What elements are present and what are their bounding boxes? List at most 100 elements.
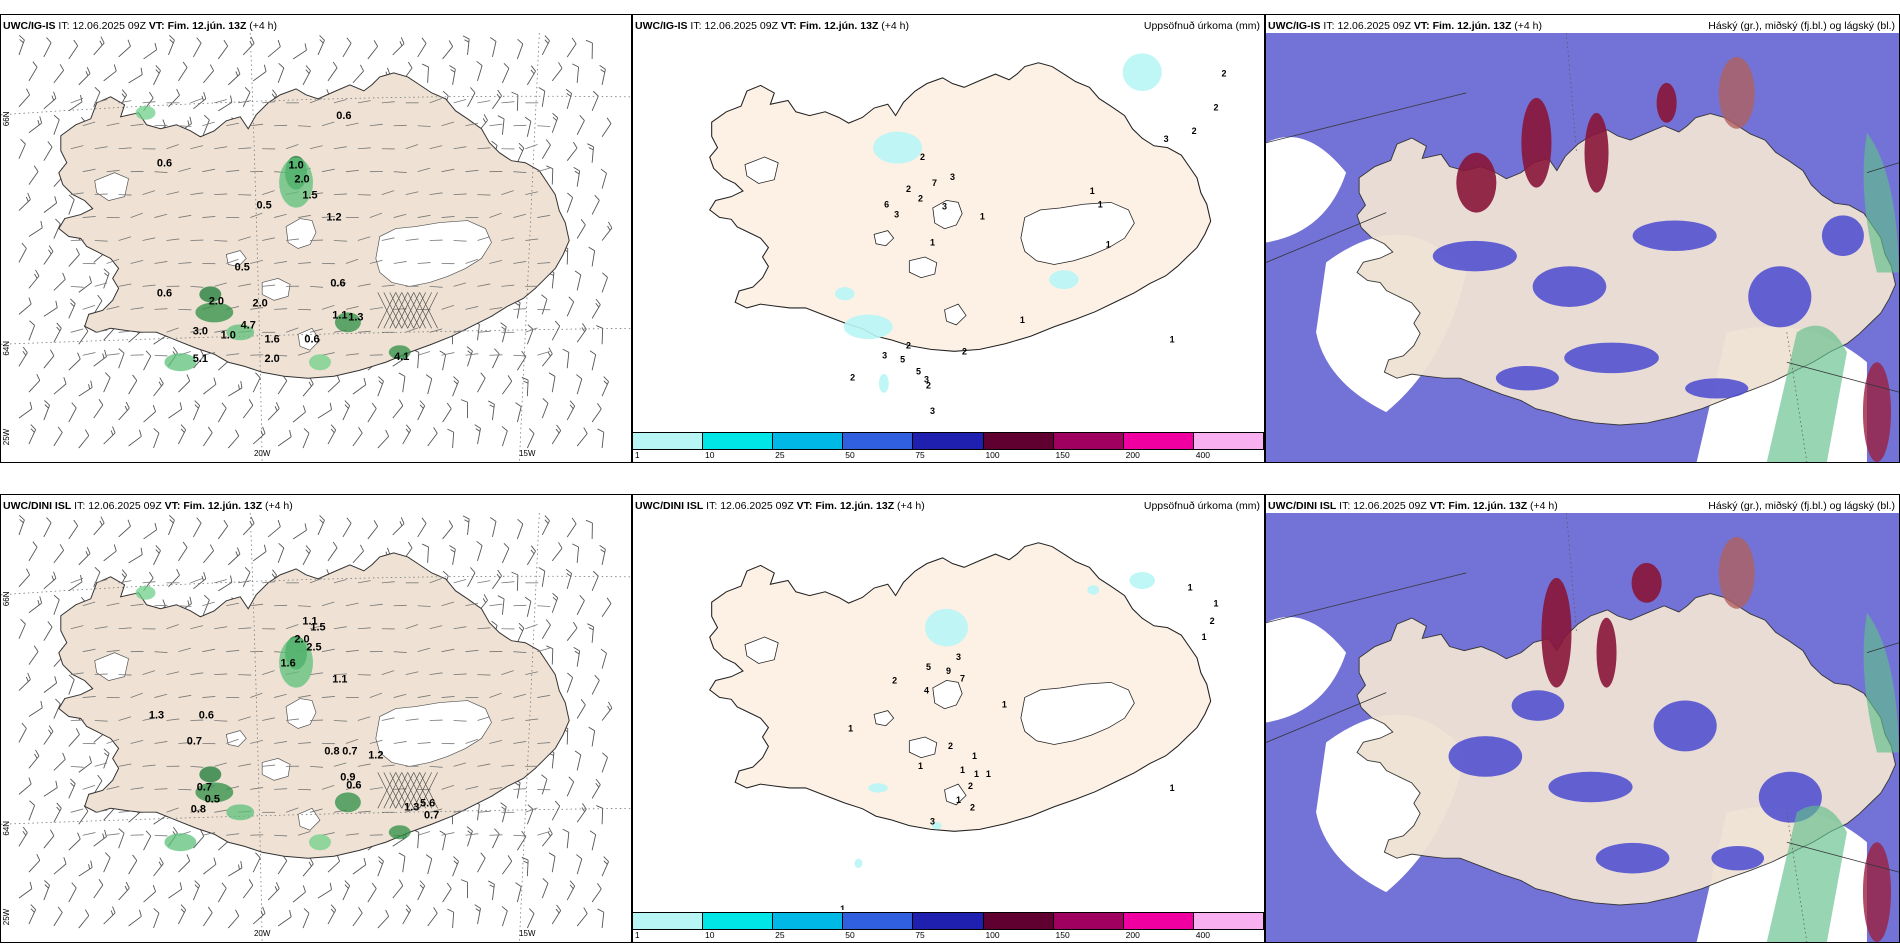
precip-value-label: 7 (960, 674, 965, 684)
precip-value-label: 1 (960, 765, 965, 775)
valid-time: Fim. 12.jún. 13Z (815, 500, 895, 512)
it-label: IT: (1339, 500, 1351, 512)
wind-value-label: 0.6 (157, 287, 172, 299)
wind-value-label: 1.1 (332, 674, 347, 686)
precip-value-label: 1 (1020, 315, 1025, 325)
colorbar-tick: 75 (915, 930, 925, 940)
axis-label-lon_25w: 25W (2, 908, 11, 925)
init-time: 12.06.2025 09Z (704, 20, 778, 32)
colorbar-tick: 150 (1055, 450, 1070, 460)
precip-value-label: 3 (930, 817, 935, 827)
precip-value-label: 1 (930, 237, 935, 247)
wind-value-label: 1.2 (326, 212, 341, 224)
wind-value-label: 2.0 (294, 174, 309, 186)
precip-value-label: 2 (970, 803, 975, 813)
wind-value-label: 0.6 (336, 110, 351, 122)
wind-value-label: 0.9 (340, 771, 355, 783)
wind-value-label: 4.7 (241, 319, 256, 331)
panel-precip-ig: UWC/IG-IS IT: 12.06.2025 09Z VT: Fim. 12… (632, 14, 1265, 463)
model-name: UWC/IG-IS (1268, 20, 1321, 32)
colorbar-tick: 50 (845, 930, 855, 940)
colorbar-cell (1123, 913, 1194, 929)
model-name: UWC/IG-IS (3, 20, 56, 32)
valid-time: Fim. 12.jún. 13Z (1448, 500, 1528, 512)
wind-value-label: 0.7 (197, 781, 212, 793)
cloud-map (1266, 33, 1899, 462)
valid-time: Fim. 12.jún. 13Z (799, 20, 879, 32)
panel-cloud-dini: UWC/DINI ISL IT: 12.06.2025 09Z VT: Fim.… (1265, 494, 1900, 943)
lead-time: (+4 h) (1514, 20, 1543, 32)
wind-value-label: 2.0 (294, 634, 309, 646)
model-name: UWC/DINI ISL (635, 500, 704, 512)
colorbar-tick: 200 (1125, 450, 1140, 460)
precip-value-label: 1 (1098, 200, 1103, 210)
precip-value-label: 3 (882, 351, 887, 361)
colorbar-cell (843, 913, 914, 929)
precip-value-label: 2 (926, 380, 931, 390)
precip-value-label: 2 (962, 347, 967, 357)
panel-title: Háský (gr.), miðský (fj.bl.) og lágský (… (1708, 20, 1895, 32)
precip-value-label: 2 (1214, 102, 1219, 112)
wind-map: 20W 15W 66N 64N 25W 0.6 0.6 1.0 2.0 1.5 0.5 1.2 0.5 0… (1, 33, 631, 462)
it-label: IT: (74, 500, 86, 512)
wind-value-label: 0.6 (330, 277, 345, 289)
colorbar-tick: 25 (775, 930, 785, 940)
wind-value-label: 1.3 (348, 311, 363, 323)
cloud-map (1266, 513, 1899, 942)
panel-header: UWC/IG-IS IT: 12.06.2025 09Z VT: Fim. 12… (1, 15, 631, 42)
wind-value-label: 0.5 (235, 261, 250, 273)
axis-label-lat_64n: 64N (633, 785, 635, 800)
precip-value-label: 1 (1202, 632, 1207, 642)
axis-label-lon_20w: 20W (254, 929, 271, 938)
precip-value-label: 1 (980, 212, 985, 222)
panel-title: Háský (gr.), miðský (fj.bl.) og lágský (… (1708, 500, 1895, 512)
lead-time: (+4 h) (897, 500, 925, 512)
precip-value-label: 2 (948, 741, 953, 751)
wind-value-label: 0.7 (424, 809, 439, 821)
panel-wind-dini: UWC/DINI ISL IT: 12.06.2025 09Z VT: Fim.… (0, 494, 632, 943)
precip-value-label: 1 (1002, 700, 1007, 710)
colorbar-tick: 150 (1055, 930, 1070, 940)
wind-value-label: 0.7 (187, 735, 202, 747)
panel-header: UWC/DINI ISL IT: 12.06.2025 09Z VT: Fim.… (1, 495, 631, 522)
wind-value-label: 5.6 (420, 797, 435, 809)
precip-value-label: 1 (1214, 598, 1219, 608)
precip-value-label: 2 (968, 781, 973, 791)
wind-value-label: 0.6 (199, 710, 214, 722)
wind-value-label: 0.5 (205, 793, 220, 805)
precip-value-label: 1 (1090, 186, 1095, 196)
it-label: IT: (1323, 20, 1335, 32)
colorbar-tick: 10 (705, 930, 715, 940)
colorbar-tick: 400 (1195, 450, 1210, 460)
precip-value-label: 3 (930, 406, 935, 416)
wind-value-label: 0.8 (191, 803, 206, 815)
panel-title: Uppsöfnuð úrkoma (mm) (1143, 500, 1260, 512)
wind-value-label: 0.6 (304, 333, 319, 345)
precip-value-label: 1 (956, 795, 961, 805)
precip-value-label: 4 (924, 686, 929, 696)
precip-value-label: 2 (906, 341, 911, 351)
wind-value-label: 4.1 (394, 351, 409, 363)
precip-value-label: 5 (916, 366, 921, 376)
panel-title: Uppsöfnuð úrkoma (mm) (1143, 20, 1260, 32)
vt-label: VT: (796, 500, 813, 512)
wind-value-label: 0.6 (346, 779, 361, 791)
axis-label-lon_20w: 20W (254, 449, 271, 458)
precip-value-label: 1 (1188, 582, 1193, 592)
colorbar-cell (633, 913, 704, 929)
precip-value-label: 2 (906, 184, 911, 194)
colorbar-cell (1053, 433, 1124, 449)
precip-map: 66N64N22232327623311111112355323223 (633, 33, 1264, 430)
precip-value-label: 6 (884, 200, 889, 210)
wind-value-label: 1.6 (280, 658, 295, 670)
wind-value-label: 1.6 (265, 333, 280, 345)
precip-value-label: 3 (950, 172, 955, 182)
lead-time: (+4 h) (249, 20, 278, 32)
precip-value-label: 2 (1210, 616, 1215, 626)
colorbar-tick: 100 (985, 450, 1000, 460)
vt-label: VT: (780, 20, 797, 32)
colorbar-cell (983, 913, 1054, 929)
wind-map: 20W 15W 66N 64N 25W 1.1 1.5 2.0 2.5 1.6 1.1 1.3 0.6 0… (1, 513, 631, 942)
precip-value-label: 3 (1164, 134, 1169, 144)
panel-header: UWC/IG-IS IT: 12.06.2025 09Z VT: Fim. 12… (1266, 15, 1899, 42)
